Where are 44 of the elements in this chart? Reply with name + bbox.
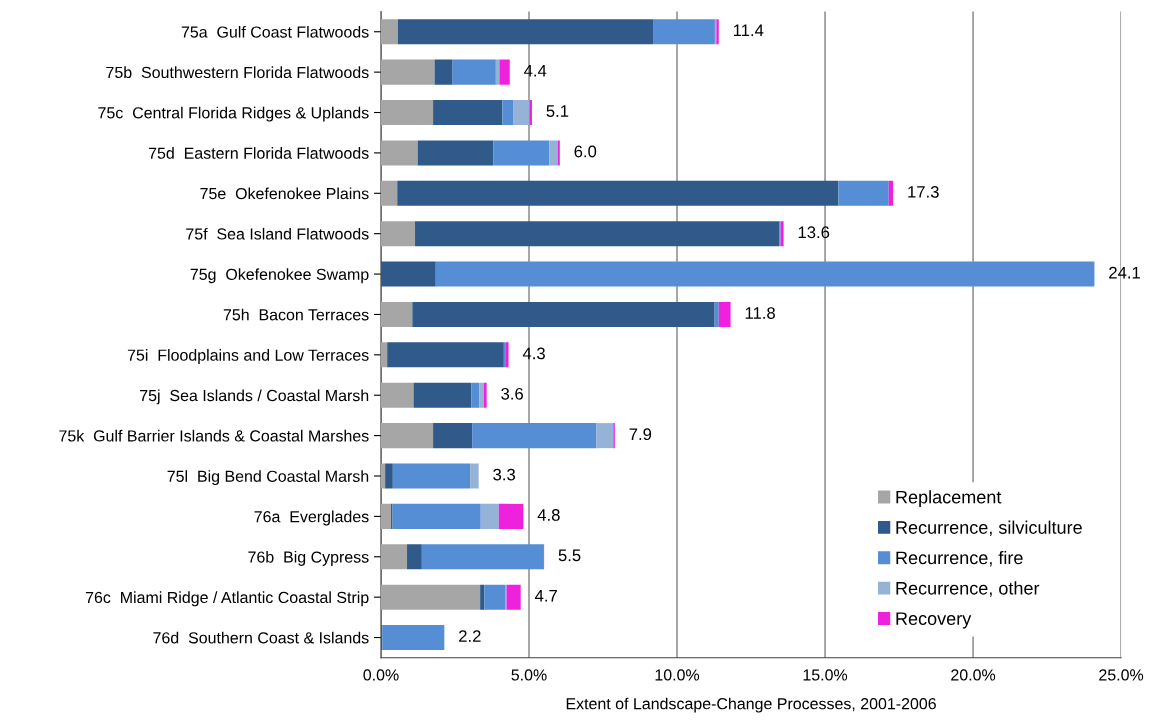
total-label: 4.4	[524, 64, 547, 77]
y-tick-label: 75h Bacon Terraces	[223, 308, 369, 321]
total-label: 2.2	[459, 630, 481, 642]
y-tick-label: 76d Southern Coast & Islands	[153, 631, 369, 644]
total-label: 5.1	[546, 105, 569, 117]
y-tick-label: 75g Okefenokee Swamp	[190, 268, 369, 284]
y-tick-label: 75k Gulf Barrier Islands & Coastal Marshes	[59, 429, 369, 442]
total-label: 4.8	[537, 509, 560, 521]
legend-label: Replacement	[896, 490, 1002, 508]
total-label: 6.0	[574, 145, 597, 158]
legend-label: Recurrence, other	[896, 581, 1040, 597]
y-tick-label: 75a Gulf Coast Flatwoods	[181, 25, 369, 38]
x-tick-label: 10.0%	[655, 669, 700, 681]
total-label: 4.3	[522, 347, 545, 360]
total-label: 3.3	[493, 468, 515, 481]
x-tick-label: 15.0%	[803, 669, 848, 681]
y-tick-label: 75j Sea Islands / Coastal Marsh	[140, 389, 369, 405]
legend-label: Recovery	[896, 612, 972, 629]
y-tick-label: 75i Floodplains and Low Terraces	[127, 349, 369, 364]
y-tick-label: 75d Eastern Florida Flatwoods	[148, 147, 369, 159]
total-label: 3.6	[501, 387, 523, 400]
x-tick-label: 5.0%	[511, 669, 547, 681]
legend-label: Recurrence, fire	[896, 550, 1023, 567]
y-tick-label: 75b Southwestern Florida Flatwoods	[106, 66, 369, 79]
y-tick-label: 75l Big Bend Coastal Marsh	[167, 470, 369, 486]
y-tick-label: 76b Big Cypress	[248, 550, 369, 566]
y-tick-label: 75e Okefenokee Plains	[200, 187, 369, 200]
total-label: 17.3	[908, 185, 939, 198]
total-label: 11.8	[745, 307, 775, 319]
y-tick-label: 76c Miami Ridge / Atlantic Coastal Strip	[85, 591, 369, 607]
x-tick-label: 0.0%	[363, 669, 399, 681]
x-tick-label: 20.0%	[951, 669, 996, 681]
y-tick-label: 75f Sea Island Flatwoods	[186, 227, 369, 240]
total-label: 7.9	[629, 428, 652, 441]
x-tick-label: 25.0%	[1099, 669, 1144, 681]
x-axis-title: Extent of Landscape-Change Processes, 2001-2006	[566, 697, 936, 713]
total-label: 11.4	[733, 24, 764, 37]
total-label: 5.5	[558, 549, 581, 562]
y-tick-label: 76a Everglades	[254, 510, 369, 526]
total-label: 13.6	[798, 226, 830, 239]
legend-label: Recurrence, silviculture	[896, 520, 1082, 537]
total-label: 24.1	[1109, 266, 1140, 279]
total-label: 4.7	[534, 590, 557, 602]
y-tick-label: 75c Central Florida Ridges & Uplands	[98, 106, 369, 122]
